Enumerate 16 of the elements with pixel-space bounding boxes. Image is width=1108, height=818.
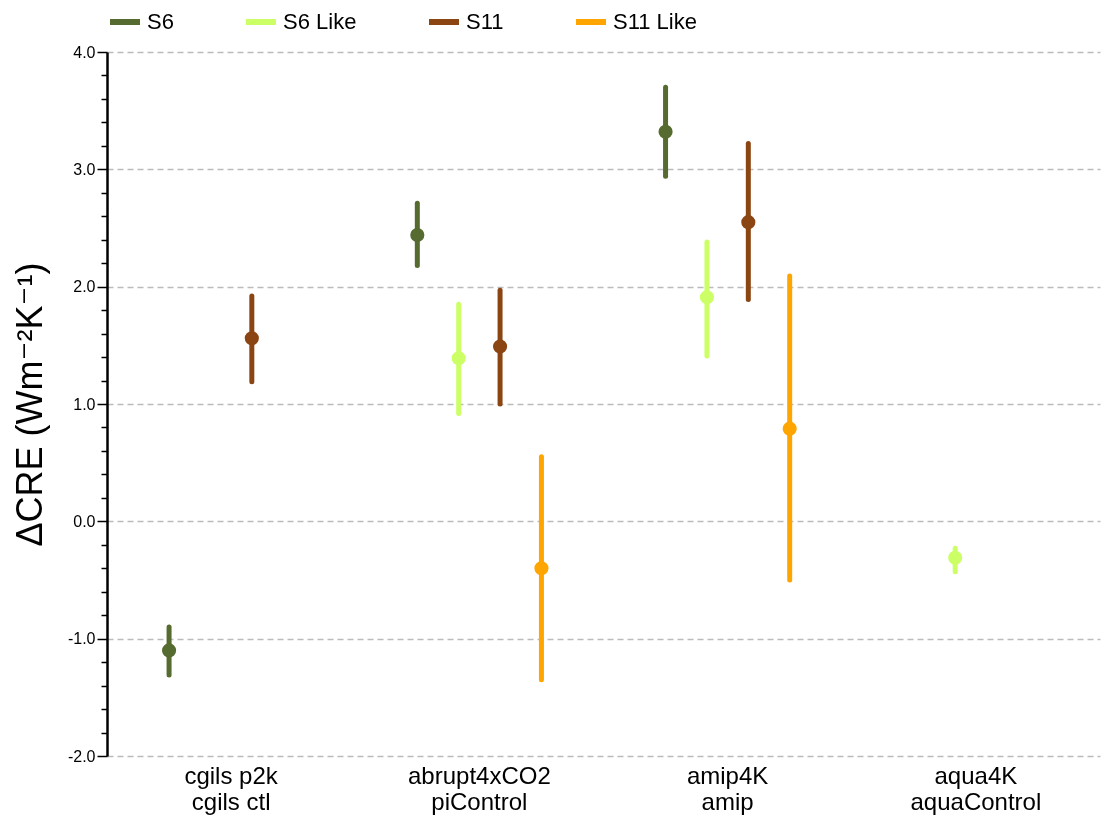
y-axis-title: ΔCRE (Wm⁻²K⁻¹) — [8, 262, 50, 547]
y-tick-label: 0.0 — [73, 512, 96, 530]
legend-label: S11 — [466, 9, 504, 34]
y-tick-label: 3.0 — [73, 160, 96, 178]
x-tick-label: amip4K amip — [686, 761, 769, 815]
y-tick-label: 4.0 — [73, 43, 96, 61]
legend-label: S6 Like — [283, 9, 357, 34]
y-tick-label: 2.0 — [73, 278, 96, 296]
x-tick-label: abrupt4xCO2 piControl — [408, 761, 551, 815]
x-tick-label: aqua4K aquaControl — [910, 761, 1042, 815]
legend-label: S6 — [147, 9, 174, 34]
y-tick-label: 1.0 — [73, 395, 96, 413]
y-tick-label: -1.0 — [67, 630, 96, 648]
x-tick-label: cgils p2k cgils ctl — [184, 761, 279, 815]
legend-label: S11 Like — [613, 9, 697, 34]
y-tick-label: -2.0 — [67, 747, 96, 765]
